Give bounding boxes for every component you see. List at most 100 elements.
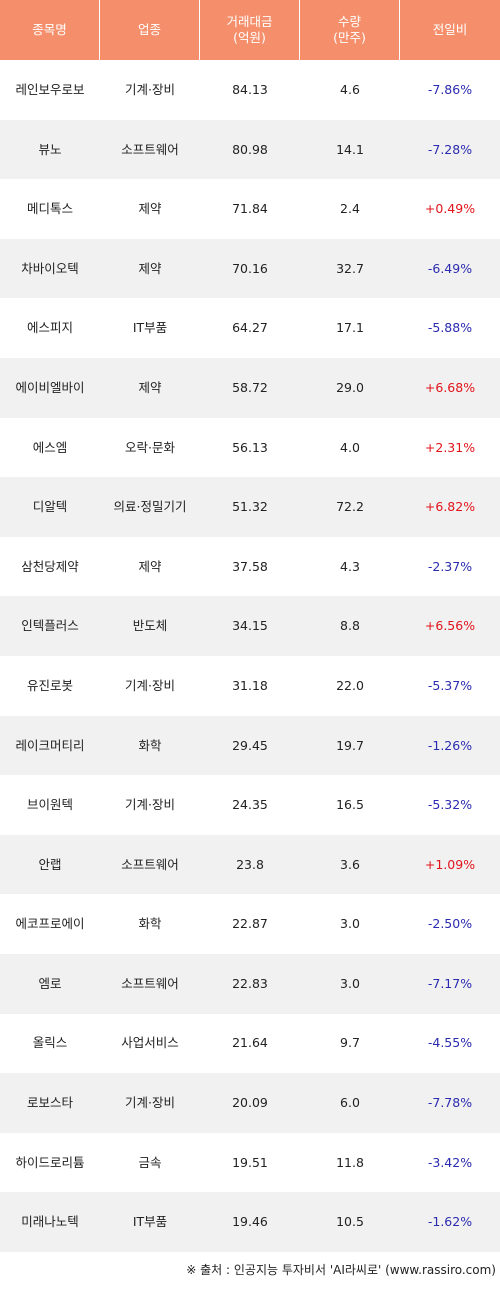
stock-sector: 기계·장비 [125,797,175,813]
table-row: 브이원텍 기계·장비 24.35 16.5 -5.32% [0,775,500,835]
price-change: -7.28% [427,141,473,157]
stock-sector: 제약 [138,379,162,395]
stock-sector: 화학 [138,916,162,932]
trade-amount: 58.72 [232,379,268,395]
trade-volume: 2.4 [340,201,360,217]
table-row: 레이크머티리 화학 29.45 19.7 -1.26% [0,715,500,776]
trade-volume: 4.0 [340,439,360,455]
trade-volume: 11.8 [336,1154,364,1170]
trade-amount: 34.15 [232,618,268,634]
stock-name: 레인보우로보 [15,81,85,97]
trade-volume: 22.0 [336,677,364,693]
trade-volume: 9.7 [340,1035,360,1051]
table-row: 엠로 소프트웨어 22.83 3.0 -7.17% [0,953,500,1014]
stock-sector: IT부품 [132,320,168,336]
trade-amount: 31.18 [232,677,268,693]
table-row: 하이드로리튬 금속 19.51 11.8 -3.42% [0,1132,500,1193]
stock-sector: 기계·장비 [125,1095,175,1111]
table-row: 미래나노텍 IT부품 19.46 10.5 -1.62% [0,1192,500,1252]
header-volume: 수량 (만주) [300,0,400,60]
price-change: -1.62% [427,1214,473,1230]
trade-amount: 21.64 [232,1035,268,1051]
table-row: 레인보우로보 기계·장비 84.13 4.6 -7.86% [0,60,500,120]
trade-amount: 24.35 [232,797,268,813]
trade-volume: 8.8 [340,618,360,634]
table-body: 레인보우로보 기계·장비 84.13 4.6 -7.86% 뷰노 소프트웨어 80.98 14.… [0,60,500,1252]
trade-amount: 19.46 [232,1214,268,1230]
stock-sector: 제약 [138,558,162,574]
table-row: 유진로봇 기계·장비 31.18 22.0 -5.37% [0,655,500,716]
stock-name: 하이드로리튬 [15,1154,85,1170]
table-row: 삼천당제약 제약 37.58 4.3 -2.37% [0,536,500,597]
trade-amount: 20.09 [232,1095,268,1111]
price-change: -5.37% [427,677,473,693]
trade-volume: 17.1 [336,320,364,336]
stock-name: 올릭스 [32,1035,68,1051]
stock-sector: 오락·문화 [125,439,175,455]
table-row: 에스엠 오락·문화 56.13 4.0 +2.31% [0,417,500,478]
trade-amount: 23.8 [236,856,264,872]
stock-name: 로보스타 [26,1095,73,1111]
header-amount: 거래대금 (억원) [200,0,300,60]
table-row: 메디톡스 제약 71.84 2.4 +0.49% [0,179,500,239]
trade-amount: 70.16 [232,260,268,276]
trade-volume: 14.1 [336,141,364,157]
trade-amount: 51.32 [232,499,268,515]
trade-amount: 22.87 [232,916,268,932]
trade-amount: 56.13 [232,439,268,455]
stock-name: 메디톡스 [26,201,73,217]
header-name: 종목명 [0,0,100,60]
stock-name: 삼천당제약 [21,558,79,574]
trade-volume: 16.5 [336,797,364,813]
trade-amount: 64.27 [232,320,268,336]
table-row: 안랩 소프트웨어 23.8 3.6 +1.09% [0,834,500,895]
trade-amount: 22.83 [232,975,268,991]
stock-name: 에이비엘바이 [15,379,85,395]
stock-sector: 사업서비스 [121,1035,179,1051]
table-row: 로보스타 기계·장비 20.09 6.0 -7.78% [0,1073,500,1133]
trade-volume: 3.0 [340,916,360,932]
trade-volume: 29.0 [336,379,364,395]
stock-sector: 제약 [138,260,162,276]
price-change: -5.32% [427,797,473,813]
table-row: 에스피지 IT부품 64.27 17.1 -5.88% [0,298,500,358]
trade-volume: 3.6 [340,856,360,872]
stock-name: 뷰노 [38,141,62,157]
stock-name: 미래나노텍 [21,1214,79,1230]
table-row: 뷰노 소프트웨어 80.98 14.1 -7.28% [0,119,500,180]
stock-sector: 화학 [138,737,162,753]
stock-sector: 반도체 [132,618,168,634]
source-footnote: ※ 출처 : 인공지능 투자비서 'AI라씨로' (www.rassiro.co… [186,1263,496,1277]
trade-amount: 29.45 [232,737,268,753]
trade-volume: 4.3 [340,558,360,574]
stock-name: 에스피지 [26,320,73,336]
price-change: -2.50% [427,916,473,932]
stock-name: 에스엠 [32,439,68,455]
price-change: -7.17% [427,975,473,991]
trade-volume: 72.2 [336,499,364,515]
trade-volume: 19.7 [336,737,364,753]
stock-sector: 의료·정밀기기 [113,499,187,515]
price-change: +6.56% [424,618,476,634]
price-change: +2.31% [424,439,476,455]
stock-sector: 기계·장비 [125,81,175,97]
table-row: 디알텍 의료·정밀기기 51.32 72.2 +6.82% [0,477,500,537]
stock-name: 에코프로에이 [15,916,85,932]
price-change: +6.82% [424,499,476,515]
trade-volume: 32.7 [336,260,364,276]
price-change: -6.49% [427,260,473,276]
price-change: -1.26% [427,737,473,753]
stock-name: 차바이오텍 [21,260,79,276]
trade-volume: 3.0 [340,975,360,991]
trade-amount: 71.84 [232,201,268,217]
price-change: -5.88% [427,320,473,336]
table-row: 에코프로에이 화학 22.87 3.0 -2.50% [0,894,500,954]
stock-sector: IT부품 [132,1214,168,1230]
stock-sector: 기계·장비 [125,677,175,693]
trade-volume: 10.5 [336,1214,364,1230]
stock-table: 종목명 업종 거래대금 (억원) 수량 (만주) 전일비 레인보우로보 기계·장비… [0,0,500,1252]
stock-sector: 제약 [138,201,162,217]
stock-sector: 소프트웨어 [121,856,179,872]
stock-sector: 소프트웨어 [121,975,179,991]
trade-amount: 19.51 [232,1154,268,1170]
